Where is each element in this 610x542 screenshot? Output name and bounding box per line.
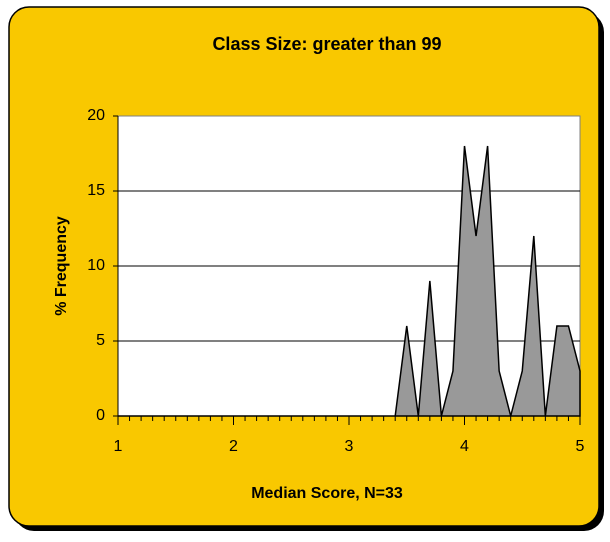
x-tick-label: 4	[460, 438, 469, 455]
y-axis-label: % Frequency	[53, 216, 70, 316]
y-tick-label: 10	[87, 257, 105, 274]
x-axis-label: Median Score, N=33	[251, 485, 403, 502]
x-tick-label: 2	[229, 438, 238, 455]
y-tick-label: 5	[96, 332, 105, 349]
chart-title: Class Size: greater than 99	[212, 34, 441, 54]
x-tick-label: 5	[576, 438, 585, 455]
y-tick-label: 15	[87, 182, 105, 199]
y-tick-label: 0	[96, 407, 105, 424]
x-tick-label: 1	[114, 438, 123, 455]
x-tick-label: 3	[345, 438, 354, 455]
y-tick-label: 20	[87, 107, 105, 124]
